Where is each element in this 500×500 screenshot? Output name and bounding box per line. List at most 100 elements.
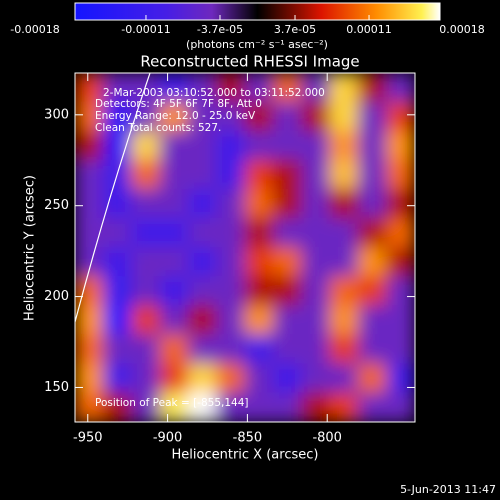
heatmap-cell — [329, 101, 359, 132]
heatmap-cell — [187, 276, 218, 307]
heatmap-cell — [159, 305, 189, 336]
heatmap-cell — [216, 73, 246, 103]
heatmap-cell — [159, 334, 189, 365]
heatmap-cell — [159, 188, 189, 219]
heatmap-cell — [102, 73, 133, 103]
heatmap-cell — [159, 159, 189, 190]
colorbar-tick-label: -0.00011 — [121, 23, 170, 36]
heatmap-cell — [187, 73, 218, 103]
heatmap-cell — [244, 101, 274, 132]
heatmap-cell — [329, 73, 359, 103]
heatmap-cell — [272, 363, 303, 394]
heatmap-cell — [329, 217, 359, 248]
heatmap-cell — [272, 305, 303, 336]
heatmap-cell — [131, 334, 161, 365]
heatmap-cell — [272, 73, 303, 103]
heatmap-cell — [301, 217, 331, 248]
y-axis-label: Heliocentric Y (arcsec) — [23, 175, 38, 321]
heatmap-cell — [244, 73, 274, 103]
colorbar-tick-label: -0.00018 — [10, 23, 59, 36]
solar-limb — [75, 73, 151, 323]
heatmap-cell — [187, 247, 218, 278]
heatmap-cell — [159, 363, 189, 394]
heatmap-cell — [357, 73, 388, 103]
heatmap-cell — [386, 73, 415, 103]
x-tick-label: -850 — [233, 431, 263, 446]
plot-frame — [74, 72, 416, 423]
heatmap-cell — [386, 159, 415, 190]
heatmap-cell — [75, 334, 104, 365]
heatmap-cell — [357, 101, 388, 132]
heatmap-cell — [187, 159, 218, 190]
heatmap-cell — [159, 73, 189, 103]
annotation: 2-Mar-2003 03:10:52.000 to 03:11:52.000 — [103, 87, 325, 99]
colorbar-tick-label: 0.00018 — [439, 23, 485, 36]
heatmap-cell — [131, 159, 161, 190]
colorbar-tick-label: -3.7e-05 — [197, 23, 243, 36]
peak-label: Position of Peak = [-855,144] — [95, 397, 249, 409]
y-tick-label: 250 — [44, 198, 69, 213]
heatmap-cell — [75, 73, 104, 103]
heatmap-cell — [272, 130, 303, 161]
heatmap-cell — [216, 159, 246, 190]
heatmap-cell — [159, 392, 189, 422]
heatmap-cell — [386, 276, 415, 307]
timestamp: 5-Jun-2013 11:47 — [400, 483, 496, 496]
heatmap-cell — [187, 188, 218, 219]
heatmap-cell — [216, 130, 246, 161]
heatmap-cell — [386, 130, 415, 161]
heatmap-cell — [272, 276, 303, 307]
heatmap-cell — [102, 101, 133, 132]
heatmap-cell — [329, 305, 359, 336]
heatmap-cell — [187, 217, 218, 248]
heatmap-cell — [131, 130, 161, 161]
heatmap-cell — [386, 188, 415, 219]
heatmap-cell — [102, 363, 133, 394]
heatmap-cell — [102, 276, 133, 307]
heatmap-cell — [301, 101, 331, 132]
heatmap-cell — [272, 247, 303, 278]
heatmap-cell — [386, 334, 415, 365]
annotation: Clean Total counts: 527. — [95, 122, 221, 134]
heatmap-cell — [329, 188, 359, 219]
heatmap-cell — [131, 305, 161, 336]
annotation: Energy Range: 12.0 - 25.0 keV — [95, 110, 256, 122]
heatmap-cell — [216, 334, 246, 365]
heatmap-cell — [357, 247, 388, 278]
heatmap-cell — [159, 276, 189, 307]
heatmap-cell — [159, 247, 189, 278]
x-axis-label: Heliocentric X (arcsec) — [172, 448, 319, 463]
heatmap-cell — [329, 276, 359, 307]
heatmap-cell — [244, 363, 274, 394]
heatmap-cell — [216, 188, 246, 219]
heatmap-cell — [102, 305, 133, 336]
heatmap-cell — [159, 217, 189, 248]
heatmap-cell — [216, 392, 246, 422]
heatmap-cell — [131, 188, 161, 219]
y-tick-label: 200 — [44, 289, 69, 304]
heatmap-cell — [187, 305, 218, 336]
heatmap-cell — [357, 363, 388, 394]
x-tick-label: -950 — [73, 431, 103, 446]
heatmap-cell — [75, 130, 104, 161]
heatmap-cell — [301, 334, 331, 365]
heatmap-cell — [131, 276, 161, 307]
heatmap-cell — [187, 101, 218, 132]
heatmap-cell — [75, 217, 104, 248]
heatmap-cell — [301, 276, 331, 307]
heatmap-cell — [187, 130, 218, 161]
heatmap-cell — [131, 73, 161, 103]
heatmap-cell — [131, 247, 161, 278]
heatmap-cell — [357, 305, 388, 336]
colorbar-label: (photons cm⁻² s⁻¹ asec⁻²) — [186, 38, 328, 51]
heatmap-cell — [301, 247, 331, 278]
heatmap-cell — [357, 130, 388, 161]
heatmap-cell — [75, 392, 104, 422]
heatmap-cell — [301, 392, 331, 422]
heatmap-cell — [159, 101, 189, 132]
heatmap-cell — [102, 247, 133, 278]
heatmap-cell — [329, 247, 359, 278]
heatmap-cell — [329, 334, 359, 365]
heatmap-cell — [187, 334, 218, 365]
heatmap-cell — [329, 130, 359, 161]
